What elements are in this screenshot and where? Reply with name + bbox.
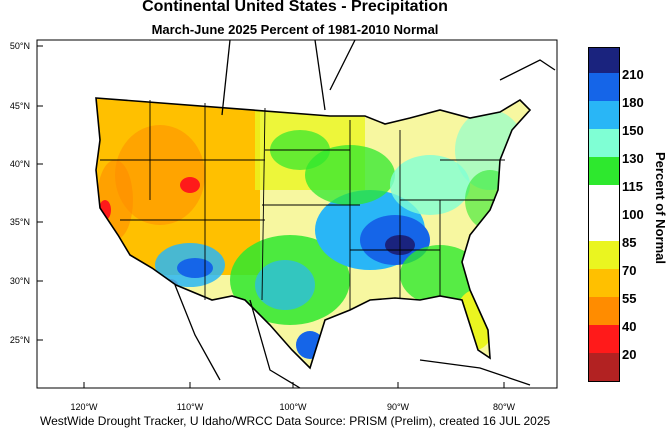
- map-title: Continental United States - Precipitatio…: [142, 0, 448, 15]
- legend-swatch: [588, 241, 620, 269]
- legend-label: 70: [622, 263, 637, 278]
- neighbor-borders: [174, 39, 556, 389]
- legend-swatch: [588, 213, 620, 241]
- legend-label: 210: [622, 67, 644, 82]
- legend-label: 100: [622, 207, 644, 222]
- lat-label: 25°N: [9, 335, 30, 345]
- legend-swatch: [588, 101, 620, 129]
- axis-ticks: [37, 45, 505, 388]
- legend-label: 115: [622, 179, 643, 194]
- lon-label: 110°W: [176, 402, 204, 412]
- legend-label: 130: [622, 151, 644, 166]
- legend-label: 20: [622, 347, 637, 362]
- lat-label: 40°N: [9, 159, 30, 169]
- legend-swatch: [588, 47, 620, 74]
- legend-label: 85: [622, 235, 637, 250]
- lat-label: 30°N: [9, 276, 30, 286]
- legend-swatch: [588, 353, 620, 382]
- legend-label: 180: [622, 95, 644, 110]
- legend-swatch: [588, 73, 620, 101]
- legend-label: 40: [622, 319, 637, 334]
- lat-label: 35°N: [9, 217, 30, 227]
- footer-credits: WestWide Drought Tracker, U Idaho/WRCC D…: [40, 414, 551, 428]
- lat-label: 50°N: [9, 41, 30, 51]
- legend-label: 150: [622, 123, 644, 138]
- legend-swatch: [588, 157, 620, 185]
- lon-label: 90°W: [386, 402, 410, 412]
- lon-label: 100°W: [279, 402, 307, 412]
- legend-swatch: [588, 185, 620, 213]
- legend-swatch: [588, 297, 620, 325]
- legend-swatch: [588, 325, 620, 353]
- lon-label: 80°W: [492, 402, 516, 412]
- legend-swatch: [588, 269, 620, 297]
- legend-title: Percent of Normal: [653, 152, 668, 264]
- lon-label: 120°W: [70, 402, 98, 412]
- lat-label: 45°N: [9, 101, 30, 111]
- legend-swatch: [588, 129, 620, 157]
- map-subtitle: March-June 2025 Percent of 1981-2010 Nor…: [151, 22, 439, 37]
- legend-label: 55: [622, 291, 637, 306]
